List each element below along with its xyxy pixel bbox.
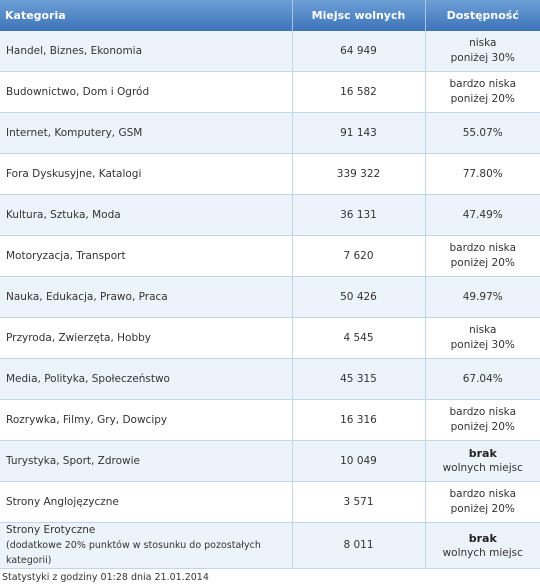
availability-level: 77.80% <box>462 167 503 180</box>
availability-cell: bardzo niska poniżej 20% <box>425 399 540 441</box>
availability-cell: bardzo niska poniżej 20% <box>425 481 540 523</box>
availability-cell: 47.49% <box>425 194 540 236</box>
category-cell: Handel, Biznes, Ekonomia <box>0 31 293 72</box>
free-places-cell: 50 426 <box>292 276 426 318</box>
free-places-cell: 7 620 <box>292 235 426 277</box>
category-name: Internet, Komputery, GSM <box>6 126 143 139</box>
availability-table: Kategoria Miejsc wolnych Dostępność Hand… <box>0 0 540 569</box>
availability-level: bardzo niska <box>449 78 517 90</box>
free-places-cell: 10 049 <box>292 440 426 482</box>
table-row: Handel, Biznes, Ekonomia 64 949 niska poniż… <box>0 31 540 72</box>
free-places-cell: 45 315 <box>292 358 426 400</box>
category-name: Nauka, Edukacja, Prawo, Praca <box>6 290 168 303</box>
availability-level: bardzo niska <box>449 406 517 418</box>
free-places-cell: 4 545 <box>292 317 426 359</box>
table-body: Handel, Biznes, Ekonomia 64 949 niska poniż… <box>0 31 540 569</box>
category-name: Rozrywka, Filmy, Gry, Dowcipy <box>6 413 168 426</box>
table-row: Turystyka, Sport, Zdrowie 10 049 brak wolny… <box>0 440 540 482</box>
availability-level: brak <box>468 531 497 545</box>
availability-detail: poniżej 30% <box>450 52 515 64</box>
free-places-cell: 16 316 <box>292 399 426 441</box>
category-cell: Rozrywka, Filmy, Gry, Dowcipy <box>0 399 293 441</box>
table-row: Motoryzacja, Transport 7 620 bardzo niska p… <box>0 235 540 277</box>
stats-timestamp: Statystyki z godziny 01:28 dnia 21.01.20… <box>2 572 209 583</box>
category-cell: Internet, Komputery, GSM <box>0 112 293 154</box>
category-cell: Przyroda, Zwierzęta, Hobby <box>0 317 293 359</box>
category-cell: Turystyka, Sport, Zdrowie <box>0 440 293 482</box>
table-row: Budownictwo, Dom i Ogród 16 582 bardzo nis… <box>0 71 540 113</box>
availability-cell: 77.80% <box>425 153 540 195</box>
category-name: Fora Dyskusyjne, Katalogi <box>6 167 142 180</box>
availability-detail: poniżej 30% <box>450 339 515 351</box>
availability-level: brak <box>468 447 497 460</box>
availability-cell: brak wolnych miejsc <box>425 440 540 482</box>
table-row: Rozrywka, Filmy, Gry, Dowcipy 16 316 bardz… <box>0 399 540 441</box>
table-row: Fora Dyskusyjne, Katalogi 339 322 77.80% <box>0 153 540 195</box>
availability-detail: poniżej 20% <box>450 421 515 433</box>
availability-detail: poniżej 20% <box>450 257 515 269</box>
availability-cell: niska poniżej 30% <box>425 317 540 359</box>
free-places-cell: 8 011 <box>292 522 426 569</box>
availability-cell: 67.04% <box>425 358 540 400</box>
free-places-cell: 64 949 <box>292 31 426 72</box>
category-name: Motoryzacja, Transport <box>6 249 126 262</box>
category-name: Turystyka, Sport, Zdrowie <box>6 454 141 467</box>
category-name: Handel, Biznes, Ekonomia <box>6 44 143 57</box>
availability-detail: wolnych miejsc <box>442 462 523 474</box>
table-row: Internet, Komputery, GSM 91 143 55.07% <box>0 112 540 154</box>
free-places-cell: 16 582 <box>292 71 426 113</box>
availability-detail: wolnych miejsc <box>442 546 523 559</box>
category-name: Kultura, Sztuka, Moda <box>6 208 121 221</box>
category-name: Przyroda, Zwierzęta, Hobby <box>6 331 152 344</box>
table-header-row: Kategoria Miejsc wolnych Dostępność <box>0 0 540 31</box>
column-header-availability: Dostępność <box>425 0 540 31</box>
category-cell: Nauka, Edukacja, Prawo, Praca <box>0 276 293 318</box>
table-row: Strony Anglojęzyczne 3 571 bardzo niska pon… <box>0 481 540 523</box>
table-row: Kultura, Sztuka, Moda 36 131 47.49% <box>0 194 540 236</box>
category-cell: Strony Erotyczne (dodatkowe 20% punktów w… <box>0 522 293 569</box>
category-cell: Strony Anglojęzyczne <box>0 481 293 523</box>
column-header-free-places: Miejsc wolnych <box>292 0 426 31</box>
availability-cell: 49.97% <box>425 276 540 318</box>
category-name: Strony Anglojęzyczne <box>6 495 119 508</box>
category-cell: Media, Polityka, Społeczeństwo <box>0 358 293 400</box>
category-cell: Fora Dyskusyjne, Katalogi <box>0 153 293 195</box>
table-row: Nauka, Edukacja, Prawo, Praca 50 426 49.97… <box>0 276 540 318</box>
availability-cell: bardzo niska poniżej 20% <box>425 235 540 277</box>
availability-level: 49.97% <box>462 290 503 303</box>
free-places-cell: 36 131 <box>292 194 426 236</box>
free-places-cell: 91 143 <box>292 112 426 154</box>
category-note: (dodatkowe 20% punktów w stosunku do poz… <box>6 540 261 566</box>
availability-cell: 55.07% <box>425 112 540 154</box>
availability-cell: brak wolnych miejsc <box>425 522 540 569</box>
availability-level: niska <box>469 37 497 49</box>
table-row: Przyroda, Zwierzęta, Hobby 4 545 niska poni… <box>0 317 540 359</box>
table-row: Media, Polityka, Społeczeństwo 45 315 67.0… <box>0 358 540 400</box>
availability-cell: bardzo niska poniżej 20% <box>425 71 540 113</box>
availability-level: 55.07% <box>462 126 503 139</box>
category-cell: Budownictwo, Dom i Ogród <box>0 71 293 113</box>
availability-detail: poniżej 20% <box>450 93 515 105</box>
table-row: Strony Erotyczne (dodatkowe 20% punktów w… <box>0 522 540 569</box>
availability-level: 67.04% <box>462 372 503 385</box>
availability-cell: niska poniżej 30% <box>425 31 540 72</box>
category-name: Media, Polityka, Społeczeństwo <box>6 372 170 385</box>
category-name: Strony Erotyczne <box>6 524 96 536</box>
availability-level: bardzo niska <box>449 488 517 500</box>
availability-level: 47.49% <box>462 208 503 221</box>
availability-level: bardzo niska <box>449 242 517 254</box>
category-cell: Kultura, Sztuka, Moda <box>0 194 293 236</box>
free-places-cell: 3 571 <box>292 481 426 523</box>
availability-detail: poniżej 20% <box>450 503 515 515</box>
column-header-category: Kategoria <box>0 0 293 31</box>
free-places-cell: 339 322 <box>292 153 426 195</box>
category-name: Budownictwo, Dom i Ogród <box>6 85 150 98</box>
availability-level: niska <box>469 324 497 336</box>
category-cell: Motoryzacja, Transport <box>0 235 293 277</box>
